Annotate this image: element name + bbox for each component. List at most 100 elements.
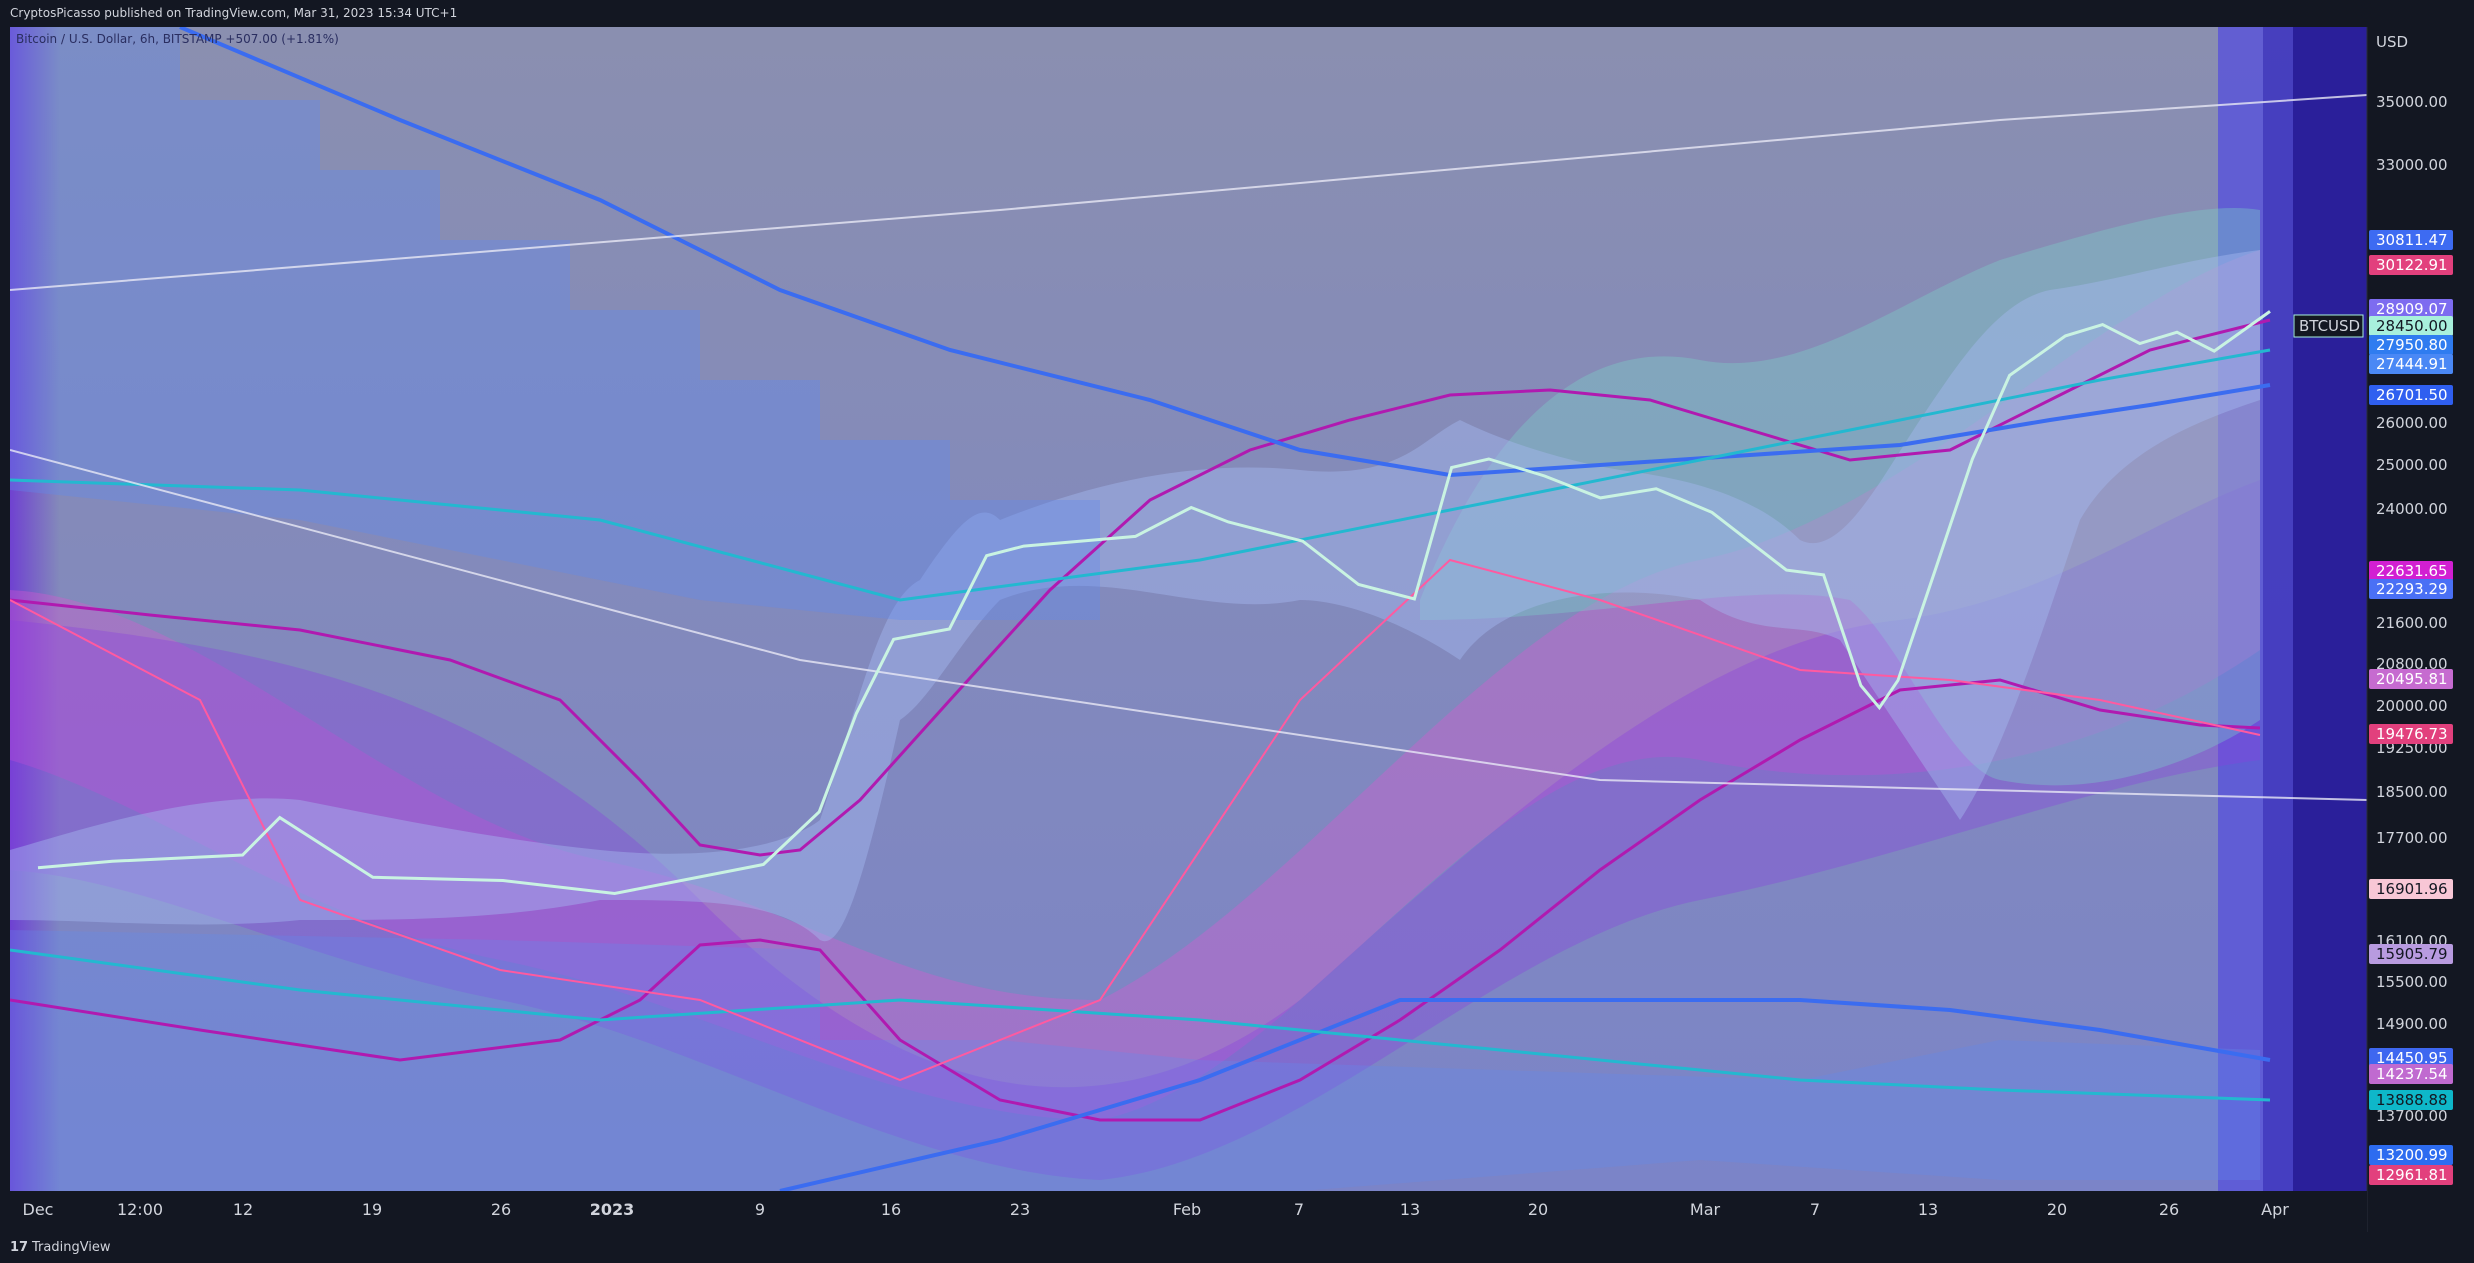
price-label-box: [2369, 561, 2453, 581]
price-label: 30122.91: [2369, 255, 2453, 275]
y-tick-label: 15500.00: [2376, 973, 2448, 991]
price-label-box: [2369, 1064, 2453, 1084]
price-label: 13888.88: [2369, 1090, 2453, 1110]
price-label-box: [2369, 385, 2453, 405]
blue-long-line: [179, 27, 2271, 478]
price-label-box: [2369, 316, 2453, 336]
y-tick-label: 13700.00: [2376, 1107, 2448, 1125]
pink-line: [10, 558, 2261, 1082]
teal-cloud: [1420, 208, 2260, 786]
y-tick-label: 25000.00: [2376, 456, 2448, 474]
price-label-box: [2369, 230, 2453, 250]
x-tick-label: 16: [881, 1200, 901, 1219]
white-trend-lower: [10, 449, 2367, 801]
price-label-text: 28450.00: [2376, 317, 2448, 335]
tradingview-brand[interactable]: TradingView: [32, 1240, 111, 1255]
price-label: 12961.81: [2369, 1165, 2453, 1185]
price-label: 22631.65: [2369, 561, 2453, 581]
price-label-box: [2369, 1048, 2453, 1068]
x-tick-label: 26: [491, 1200, 511, 1219]
price-label: 27950.80: [2369, 335, 2453, 355]
publisher-header: CryptosPicasso published on TradingView.…: [0, 0, 2474, 26]
y-tick-label: 20000.00: [2376, 697, 2448, 715]
price-label-text: 13200.99: [2376, 1146, 2448, 1164]
symbol-tag: BTCUSD: [2293, 314, 2364, 338]
cyan-lower-line: [10, 948, 2271, 1102]
btc-price-line: [37, 310, 2271, 896]
price-label-text: 30122.91: [2376, 256, 2448, 274]
right-blue-band: [2218, 27, 2263, 1191]
price-label-text: 20495.81: [2376, 670, 2448, 688]
x-tick-label: 2023: [590, 1200, 635, 1219]
lower-step-area: [10, 930, 2260, 1191]
plot-background: [10, 27, 2367, 1191]
price-label-box: [2369, 579, 2453, 599]
series-layer: [37, 310, 2271, 896]
price-label-text: 22293.29: [2376, 580, 2448, 598]
price-label: 14450.95: [2369, 1048, 2453, 1068]
price-label-box: [2369, 1165, 2453, 1185]
bollinger-cloud: [10, 250, 2260, 942]
x-tick-label: Dec: [23, 1200, 54, 1219]
x-tick-label: 9: [755, 1200, 765, 1219]
x-tick-label: 13: [1918, 1200, 1938, 1219]
price-label-box: [2369, 335, 2453, 355]
pink-ribbon: [10, 250, 2260, 1120]
price-label-text: 14237.54: [2376, 1065, 2448, 1083]
blue-step-area: [10, 27, 1100, 620]
x-tick-label: 19: [362, 1200, 382, 1219]
price-labels: 30811.47 30122.91 28909.0728450.0027950.80…: [2369, 230, 2453, 1185]
x-tick-label: Apr: [2261, 1200, 2289, 1219]
magenta-wave-line: [10, 318, 2271, 857]
price-label: 15905.79: [2369, 944, 2453, 964]
price-label-box: [2369, 299, 2453, 319]
blue-lower-line: [779, 998, 2271, 1191]
price-label-box: [2369, 669, 2453, 689]
y-tick-label: 24000.00: [2376, 500, 2448, 518]
price-label-box: [2369, 944, 2453, 964]
price-label: 20495.81: [2369, 669, 2453, 689]
left-gradient-band: [10, 27, 60, 1191]
price-label-box: [2369, 255, 2453, 275]
x-tick-label: 7: [1810, 1200, 1820, 1219]
price-label: 28909.07: [2369, 299, 2453, 319]
x-tick-label: Feb: [1173, 1200, 1201, 1219]
y-tick-label: 14900.00: [2376, 1015, 2448, 1033]
price-label-box: [2369, 1145, 2453, 1165]
price-label-box: [2369, 354, 2453, 374]
x-tick-label: 20: [2047, 1200, 2067, 1219]
price-label: 19476.73: [2369, 724, 2453, 744]
price-label-text: 27950.80: [2376, 336, 2448, 354]
indicator-lines: [10, 27, 2367, 1191]
x-axis-ticks: Dec 12:00 12 19 26 2023 9 16 23 Feb 7 13 20 Mar 7 13 20 2…: [23, 1200, 2290, 1219]
y-tick-label: 33000.00: [2376, 156, 2448, 174]
price-label-text: 28909.07: [2376, 300, 2448, 318]
price-label-box: [2369, 724, 2453, 744]
publisher-text: CryptosPicasso published on TradingView.…: [10, 6, 458, 20]
price-label: 27444.91: [2369, 354, 2453, 374]
white-trend-line: [10, 94, 2367, 291]
tradingview-logo-icon: 17: [10, 1240, 29, 1255]
price-label-text: 16901.96: [2376, 880, 2448, 898]
time-axis-bg: [0, 1191, 2367, 1232]
symbol-tag-text: BTCUSD: [2299, 317, 2360, 335]
footer: 17 TradingView: [0, 1232, 2474, 1263]
price-label-text: 19476.73: [2376, 725, 2448, 743]
x-tick-label: Mar: [1690, 1200, 1721, 1219]
y-tick-label: 35000.00: [2376, 93, 2448, 111]
price-label-text: 22631.65: [2376, 562, 2448, 580]
right-indigo-band: [2263, 27, 2293, 1191]
price-label: 28450.00: [2369, 316, 2453, 336]
y-tick-label: 26000.00: [2376, 414, 2448, 432]
price-label-text: 30811.47: [2376, 231, 2448, 249]
price-label: 16901.96: [2369, 879, 2453, 899]
price-label: 14237.54: [2369, 1064, 2453, 1084]
magenta-lower-line: [10, 678, 2261, 1122]
violet-ribbon: [10, 480, 2260, 1180]
x-tick-label: 26: [2159, 1200, 2179, 1219]
x-tick-label: 7: [1294, 1200, 1304, 1219]
symbol-legend-text: Bitcoin / U.S. Dollar, 6h, BITSTAMP +507…: [16, 32, 339, 46]
x-tick-label: 12: [233, 1200, 253, 1219]
price-label-text: 13888.88: [2376, 1091, 2448, 1109]
